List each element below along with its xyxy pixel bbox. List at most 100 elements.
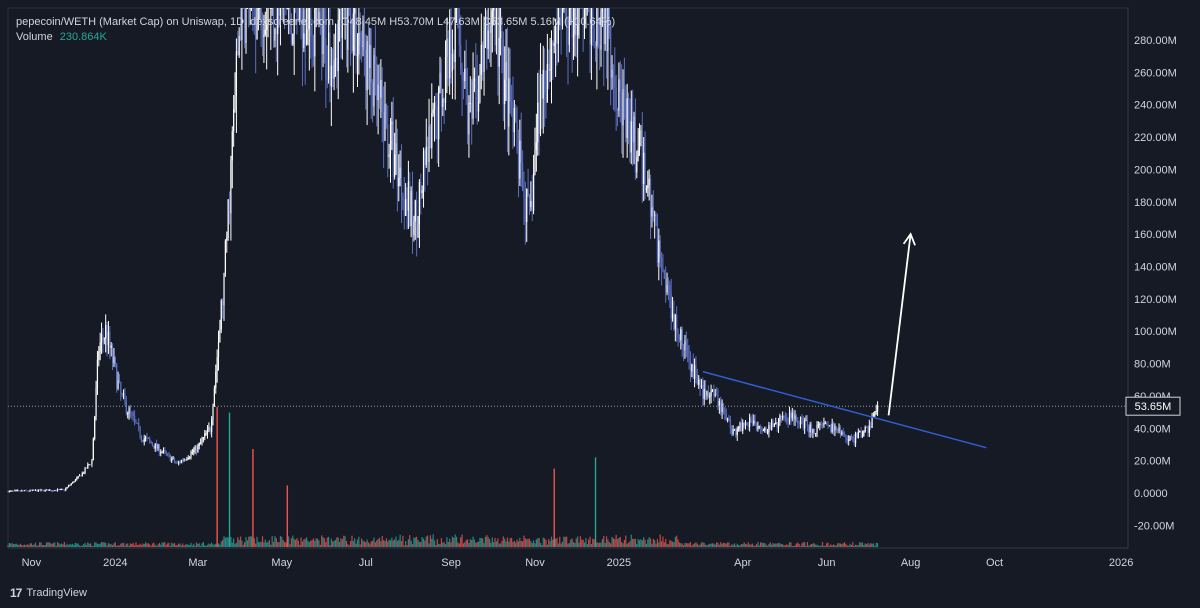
candle-body bbox=[784, 416, 786, 418]
candle-body bbox=[136, 422, 138, 424]
candle-body bbox=[433, 102, 436, 110]
candle-body bbox=[336, 57, 338, 72]
volume-bar bbox=[605, 536, 608, 547]
candle-body bbox=[373, 55, 375, 107]
candle-body bbox=[834, 426, 836, 431]
volume-bar bbox=[505, 541, 507, 547]
volume-bar bbox=[876, 542, 879, 547]
candle-body bbox=[790, 412, 792, 419]
volume-bars bbox=[7, 407, 879, 547]
volume-bar bbox=[755, 544, 758, 547]
volume-bar bbox=[466, 539, 469, 547]
candle-body bbox=[129, 407, 132, 413]
volume-bar bbox=[392, 540, 394, 547]
volume-bar bbox=[487, 536, 489, 547]
volume-bar bbox=[782, 544, 784, 547]
volume-bar bbox=[308, 542, 310, 547]
volume-bar bbox=[766, 545, 769, 547]
candle-body bbox=[67, 485, 70, 487]
price-axis[interactable]: 280.00M 260.00M 240.00M 220.00M 200.00M 180.0… bbox=[1125, 35, 1181, 532]
volume-bar bbox=[861, 542, 864, 547]
candle-body bbox=[308, 8, 310, 30]
candle-body bbox=[173, 458, 176, 462]
candle-body bbox=[859, 430, 861, 432]
volume-bar bbox=[30, 543, 32, 547]
x-tick-label: May bbox=[271, 557, 292, 569]
volume-bar bbox=[779, 543, 781, 547]
volume-bar bbox=[572, 542, 575, 547]
candle-body bbox=[208, 427, 210, 429]
volume-bar bbox=[528, 538, 531, 547]
volume-bar bbox=[297, 540, 299, 547]
volume-bar bbox=[111, 545, 114, 547]
volume-bar bbox=[366, 539, 368, 547]
candle-body bbox=[227, 199, 229, 238]
tradingview-logo[interactable]: 17 TradingView bbox=[10, 586, 87, 600]
volume-bar bbox=[802, 542, 804, 547]
candle-body bbox=[468, 102, 470, 135]
candle-body bbox=[249, 8, 251, 10]
volume-bar bbox=[808, 545, 810, 547]
volume-bar bbox=[275, 538, 277, 547]
candle-body bbox=[760, 426, 762, 430]
volume-bar bbox=[477, 541, 480, 547]
candle-body bbox=[696, 373, 698, 385]
candle-body bbox=[521, 163, 524, 191]
candle-body bbox=[88, 464, 90, 466]
candle-body bbox=[505, 62, 507, 80]
volume-bar bbox=[685, 543, 687, 547]
candle-body bbox=[399, 167, 401, 178]
candle-body bbox=[871, 416, 873, 428]
candle-body bbox=[186, 459, 188, 461]
candle-body bbox=[39, 489, 41, 491]
candle-body bbox=[802, 418, 804, 429]
candle-body bbox=[870, 425, 872, 428]
candle-body bbox=[409, 181, 411, 226]
candle-body bbox=[48, 489, 50, 491]
annotation-arrow[interactable] bbox=[887, 234, 912, 416]
time-axis[interactable]: Nov 2024 Mar May Jul Sep Nov 2025 Apr Jun Aug Oct 20… bbox=[22, 557, 1134, 569]
candle-body bbox=[743, 422, 745, 426]
candle-body bbox=[484, 17, 487, 31]
candle-body bbox=[611, 69, 613, 78]
candle-body bbox=[684, 340, 686, 351]
candle-body bbox=[512, 106, 514, 133]
candle-body bbox=[142, 440, 144, 442]
candle-body bbox=[491, 10, 493, 26]
candle-body bbox=[729, 419, 731, 429]
volume-bar bbox=[213, 544, 215, 547]
volume-bar bbox=[841, 544, 843, 547]
candle-body bbox=[559, 8, 561, 9]
volume-bar bbox=[502, 536, 504, 547]
volume-bar bbox=[548, 538, 550, 547]
volume-bar bbox=[292, 535, 294, 547]
y-tick-label: 20.00M bbox=[1134, 456, 1171, 468]
candle-body bbox=[300, 8, 302, 13]
candle-body bbox=[435, 102, 437, 107]
candle-body bbox=[322, 23, 324, 55]
volume-bar bbox=[169, 545, 171, 547]
candle-body bbox=[827, 424, 829, 426]
candle-body bbox=[238, 36, 240, 56]
volume-bar bbox=[810, 543, 813, 547]
candle-body bbox=[65, 488, 67, 491]
volume-bar bbox=[150, 545, 152, 547]
candle-body bbox=[425, 146, 427, 165]
y-tick-label: 140.00M bbox=[1134, 262, 1177, 274]
candle-body bbox=[636, 156, 638, 173]
volume-bar bbox=[316, 538, 319, 547]
candle-body bbox=[118, 380, 121, 382]
candle-body bbox=[563, 8, 565, 9]
volume-bar bbox=[376, 540, 378, 547]
trendline[interactable] bbox=[702, 370, 987, 449]
candle-body bbox=[555, 26, 557, 44]
volume-bar bbox=[820, 545, 822, 547]
volume-bar bbox=[239, 536, 242, 547]
candle-body bbox=[157, 444, 159, 449]
candle-body bbox=[508, 78, 510, 127]
candle-body bbox=[710, 390, 712, 397]
volume-bar bbox=[37, 545, 39, 547]
volume-bar bbox=[772, 543, 774, 547]
candle-body bbox=[601, 9, 603, 12]
